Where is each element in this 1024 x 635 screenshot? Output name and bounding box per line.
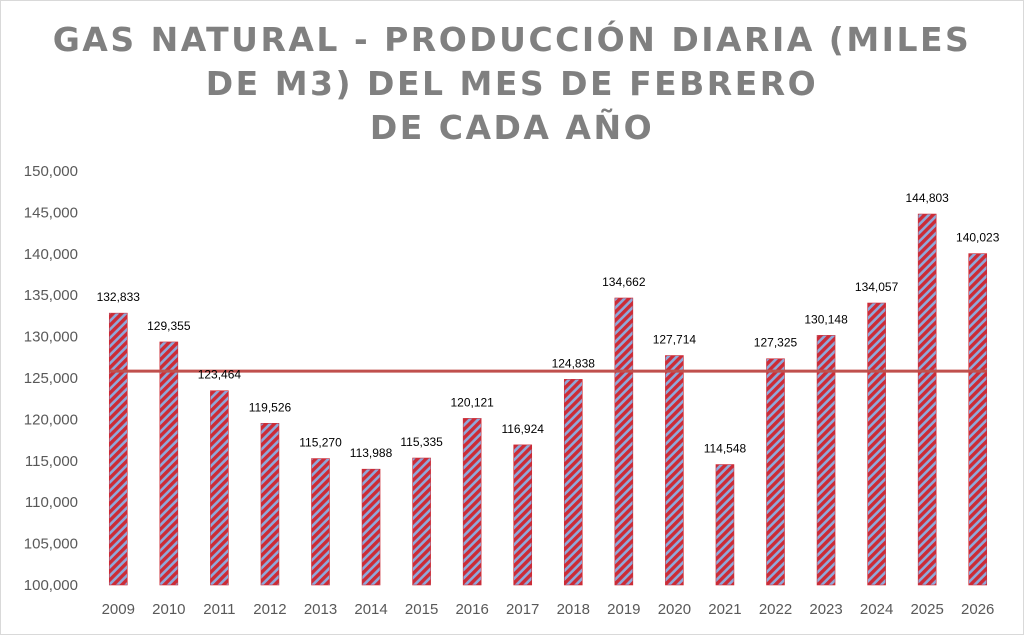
data-label: 113,988: [350, 446, 393, 460]
x-tick-label: 2023: [809, 601, 842, 618]
x-tick-label: 2021: [708, 601, 741, 618]
y-tick-label: 120,000: [24, 411, 78, 428]
data-labels: 132,833 129,355 123,464 119,526 115,270 113,9…: [97, 191, 1000, 460]
bar-2020: [665, 355, 684, 586]
y-tick-label: 100,000: [24, 577, 78, 594]
data-label: 116,924: [501, 422, 544, 436]
x-tick-label: 2026: [961, 601, 994, 618]
y-tick-label: 140,000: [24, 246, 78, 263]
data-label: 130,148: [804, 312, 848, 326]
y-tick-label: 110,000: [25, 494, 78, 511]
x-tick-label: 2013: [304, 601, 337, 618]
x-tick-label: 2025: [910, 601, 943, 618]
bar-2013: [311, 458, 330, 586]
chart-title-line-2: DE M3) DEL MES DE FEBRERO: [205, 64, 819, 103]
bar-2017: [513, 444, 533, 586]
x-tick-label: 2024: [860, 601, 893, 618]
bar-2010: [159, 341, 179, 586]
data-label: 127,714: [653, 333, 697, 347]
data-label: 127,325: [754, 336, 798, 350]
chart-title-line-3: DE CADA AÑO: [369, 108, 655, 147]
x-tick-label: 2011: [203, 601, 235, 618]
data-label: 124,838: [552, 356, 596, 370]
data-label: 115,270: [299, 436, 342, 450]
x-tick-label: 2016: [455, 601, 488, 618]
bar-2025: [917, 213, 937, 586]
bar-2024: [867, 302, 886, 586]
data-label: 123,464: [198, 368, 242, 382]
y-tick-label: 115,000: [25, 453, 78, 470]
bar-2014: [361, 468, 381, 586]
bar-2015: [412, 457, 431, 586]
x-tick-label: 2012: [253, 601, 286, 618]
chart-title-line-1: GAS NATURAL - PRODUCCIÓN DIARIA (MILES: [52, 20, 972, 59]
y-tick-label: 135,000: [24, 287, 78, 304]
x-tick-label: 2015: [405, 601, 438, 618]
bar-2012: [260, 423, 280, 586]
bar-2022: [766, 358, 785, 586]
bar-2023: [816, 335, 836, 586]
bar-2019: [614, 297, 634, 586]
x-tick-label: 2019: [607, 601, 640, 618]
y-axis: 100,000 105,000 110,000 115,000 120,000 125,0…: [24, 163, 78, 594]
chart-title: GAS NATURAL - PRODUCCIÓN DIARIA (MILES D…: [0, 18, 1024, 150]
x-tick-label: 2018: [557, 601, 590, 618]
data-label: 129,355: [147, 319, 191, 333]
x-tick-label: 2020: [658, 601, 691, 618]
data-label: 120,121: [450, 395, 494, 409]
y-tick-label: 105,000: [24, 536, 78, 553]
x-tick-label: 2017: [506, 601, 539, 618]
y-tick-label: 125,000: [24, 370, 78, 387]
x-tick-label: 2022: [759, 601, 792, 618]
data-label: 115,335: [400, 435, 443, 449]
data-label: 132,833: [97, 290, 141, 304]
bar-2026: [968, 253, 988, 586]
x-tick-label: 2014: [354, 601, 387, 618]
y-tick-label: 145,000: [24, 204, 78, 221]
bar-2021: [715, 464, 735, 586]
bar-2018: [563, 379, 583, 586]
data-label: 144,803: [905, 191, 949, 205]
bar-2009: [108, 312, 128, 586]
data-label: 134,662: [602, 275, 646, 289]
y-tick-label: 130,000: [24, 329, 78, 346]
bar-series: [108, 213, 988, 586]
data-label: 140,023: [956, 231, 1000, 245]
data-label: 134,057: [855, 280, 899, 294]
data-label: 119,526: [249, 400, 292, 414]
x-axis: 2009 2010 2011 2012 2013 2014 2015 2016 2017 2018…: [102, 601, 995, 618]
x-tick-label: 2009: [102, 601, 135, 618]
bar-2011: [210, 390, 229, 586]
bar-2016: [462, 418, 482, 586]
data-label: 114,548: [704, 442, 747, 456]
y-tick-label: 150,000: [24, 163, 78, 180]
x-tick-label: 2010: [152, 601, 185, 618]
